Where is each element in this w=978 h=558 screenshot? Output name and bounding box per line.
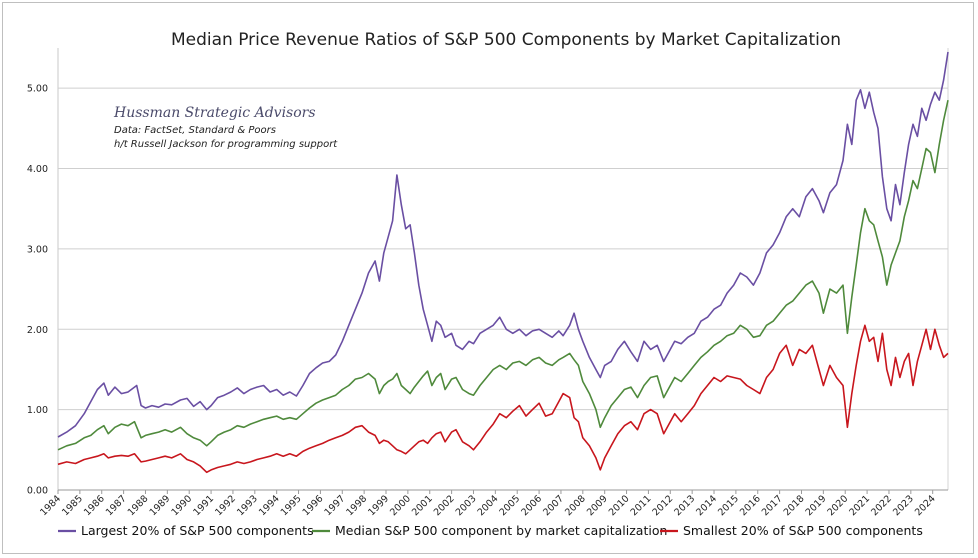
grid: [57, 48, 949, 491]
legend-label-2: Median S&P 500 component by market capit…: [335, 523, 667, 538]
x-tick-label-15: 1999: [366, 493, 391, 518]
x-tick-label-0: 1984: [38, 493, 63, 518]
x-tick-label-4: 1988: [126, 493, 151, 518]
x-tick-label-11: 1995: [279, 493, 304, 518]
x-tick-label-17: 2001: [410, 493, 435, 518]
y-tick-label-5: 5.00: [27, 84, 48, 95]
y-tick-label-0: 0.00: [27, 486, 48, 497]
x-tick-label-40: 2024: [913, 493, 938, 518]
annotation-data-source: Data: FactSet, Standard & Poors: [114, 125, 276, 136]
x-tick-label-27: 2011: [629, 493, 654, 518]
x-tick-label-3: 1987: [104, 493, 129, 518]
x-tick-label-13: 1997: [323, 493, 348, 518]
x-tick-label-7: 1991: [191, 493, 216, 518]
chart-title: Median Price Revenue Ratios of S&P 500 C…: [171, 30, 841, 50]
series-line-1: [57, 51, 949, 438]
x-tick-label-34: 2018: [782, 493, 807, 518]
series-line-3: [57, 324, 949, 474]
x-tick-label-16: 2000: [388, 493, 413, 518]
x-tick-label-33: 2017: [760, 493, 785, 518]
x-tick-label-8: 1992: [213, 493, 238, 518]
x-tick-label-20: 2004: [476, 493, 501, 518]
x-tick-label-12: 1996: [301, 493, 326, 518]
legend-label-3: Smallest 20% of S&P 500 components: [683, 523, 923, 538]
x-tick-label-38: 2022: [869, 493, 894, 518]
y-tick-label-3: 3.00: [27, 244, 48, 255]
x-tick-label-1: 1985: [60, 493, 85, 518]
y-tick-label-4: 4.00: [27, 164, 48, 175]
legend-label-1: Largest 20% of S&P 500 components: [81, 523, 314, 538]
x-tick-label-36: 2020: [825, 493, 850, 518]
x-tick-label-26: 2010: [607, 493, 632, 518]
series-line-2: [57, 100, 949, 451]
x-tick-label-18: 2002: [432, 493, 457, 518]
y-tick-label-2: 2.00: [27, 325, 48, 336]
x-tick-label-14: 1998: [344, 493, 369, 518]
x-tick-label-29: 2013: [672, 493, 697, 518]
x-tick-label-39: 2023: [891, 493, 916, 518]
x-tick-label-9: 1993: [235, 493, 260, 518]
x-tick-label-6: 1990: [169, 493, 194, 518]
annotation-credit: h/t Russell Jackson for programming supp…: [114, 139, 338, 150]
x-tick-label-30: 2014: [694, 493, 719, 518]
x-tick-label-37: 2021: [847, 493, 872, 518]
y-tick-label-1: 1.00: [27, 405, 48, 416]
x-axis: 1984198519861987198819891990199119921993…: [38, 490, 938, 518]
legend: Largest 20% of S&P 500 components Median …: [58, 523, 923, 538]
x-tick-label-32: 2016: [738, 493, 763, 518]
x-tick-label-28: 2012: [651, 493, 676, 518]
y-axis: 0.00 1.00 2.00 3.00 4.00 5.00: [27, 84, 48, 497]
x-tick-label-35: 2019: [804, 493, 829, 518]
x-tick-label-24: 2008: [563, 493, 588, 518]
x-tick-label-19: 2003: [454, 493, 479, 518]
annotation-org: Hussman Strategic Advisors: [113, 105, 316, 121]
series-lines: [57, 51, 949, 474]
x-tick-label-23: 2007: [541, 493, 566, 518]
x-tick-label-5: 1989: [148, 493, 173, 518]
x-tick-label-31: 2015: [716, 493, 741, 518]
x-tick-label-25: 2009: [585, 493, 610, 518]
x-tick-label-22: 2006: [519, 493, 544, 518]
x-tick-label-10: 1994: [257, 493, 282, 518]
x-tick-label-21: 2005: [497, 493, 522, 518]
x-tick-label-2: 1986: [82, 493, 107, 518]
